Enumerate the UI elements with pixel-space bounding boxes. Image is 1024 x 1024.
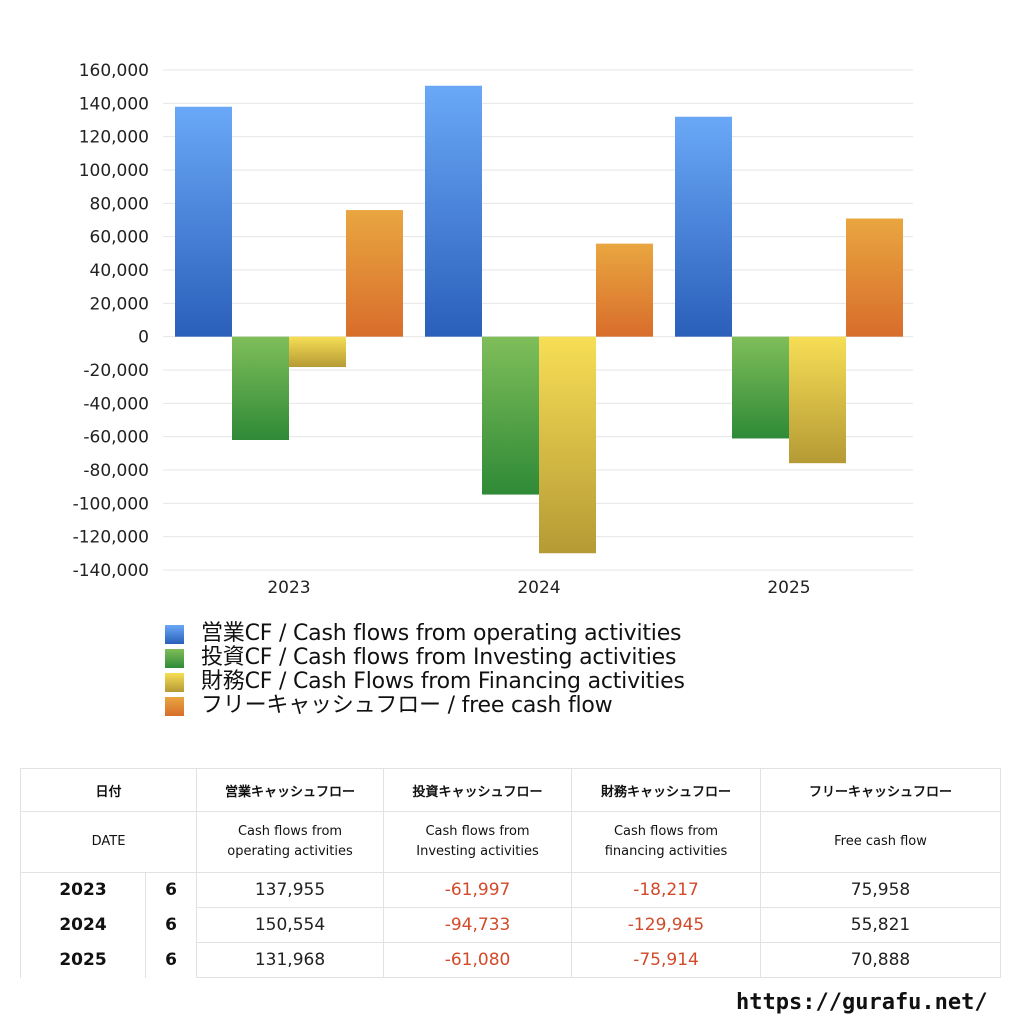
y-tick-label: 20,000 [90, 294, 149, 314]
row-month: 6 [144, 942, 198, 978]
chart-legend: 営業CF / Cash flows from operating activit… [165, 622, 685, 718]
row-month: 6 [144, 872, 198, 908]
bar-operating-2025 [675, 116, 732, 337]
bar-financing-2025 [789, 336, 846, 464]
subheader-operating-line1: Cash flows from [237, 824, 343, 839]
y-tick-label: 140,000 [79, 94, 149, 114]
y-tick-label: -80,000 [83, 461, 149, 481]
row-investing: -61,997 [383, 872, 573, 908]
bar-free-2025 [846, 218, 903, 337]
table-row: 2023 6 137,955 -61,997 -18,217 75,958 [20, 872, 1002, 908]
cash-flow-table: 日付 営業キャッシュフロー 投資キャッシュフロー 財務キャッシュフロー フリーキ… [19, 768, 1002, 978]
legend-item-free: フリーキャッシュフロー / free cash flow [165, 694, 685, 718]
legend-swatch-investing [165, 648, 184, 668]
bar-operating-2024 [425, 85, 482, 337]
y-tick-label: -20,000 [83, 361, 149, 381]
y-tick-label: -140,000 [73, 561, 149, 581]
y-tick-label: 160,000 [79, 61, 149, 81]
subheader-financing: Cash flows from financing activities [571, 811, 762, 873]
row-financing: -129,945 [571, 907, 762, 943]
row-operating: 131,968 [196, 942, 385, 978]
row-financing: -75,914 [571, 942, 762, 978]
y-tick-label: -60,000 [83, 428, 149, 448]
y-tick-label: -100,000 [73, 494, 149, 514]
row-free: 55,821 [760, 907, 1002, 943]
bar-financing-2023 [289, 336, 346, 368]
header-investing: 投資キャッシュフロー [383, 768, 573, 812]
row-operating: 137,955 [196, 872, 385, 908]
row-operating: 150,554 [196, 907, 385, 943]
bar-free-2023 [346, 210, 403, 337]
table-row: 2025 6 131,968 -61,080 -75,914 70,888 [20, 942, 1002, 978]
subheader-investing-line1: Cash flows from [425, 824, 530, 839]
y-tick-label: -120,000 [73, 528, 149, 548]
y-tick-label: 80,000 [90, 194, 149, 214]
subheader-financing-line1: Cash flows from [613, 824, 719, 839]
row-investing: -94,733 [383, 907, 573, 943]
bar-financing-2024 [539, 336, 596, 554]
site-url: https://gurafu.net/ [736, 990, 988, 1015]
row-month: 6 [144, 907, 198, 943]
row-investing: -61,080 [383, 942, 573, 978]
x-tick-label: 2023 [267, 578, 310, 598]
x-tick-label: 2024 [517, 578, 560, 598]
y-tick-label: -40,000 [83, 394, 149, 414]
legend-item-investing: 投資CF / Cash flows from Investing activit… [165, 646, 685, 670]
row-free: 70,888 [760, 942, 1002, 978]
header-financing: 財務キャッシュフロー [571, 768, 762, 812]
y-tick-label: 0 [138, 328, 149, 348]
subheader-investing: Cash flows from Investing activities [383, 811, 573, 873]
bar-operating-2023 [175, 106, 232, 337]
table-subheader-row: DATE Cash flows from operating activitie… [19, 811, 1002, 873]
legend-swatch-free [165, 696, 184, 716]
legend-label-operating: 営業CF / Cash flows from operating activit… [201, 621, 682, 646]
legend-swatch-financing [165, 672, 184, 692]
header-free: フリーキャッシュフロー [760, 768, 1002, 812]
row-financing: -18,217 [571, 872, 762, 908]
y-tick-label: 100,000 [79, 161, 149, 181]
y-tick-label: 60,000 [90, 228, 149, 248]
subheader-operating-line2: operating activities [227, 844, 353, 859]
subheader-date: DATE [19, 811, 198, 873]
legend-label-financing: 財務CF / Cash Flows from Financing activit… [201, 669, 685, 694]
cash-flow-bar-chart: 160,000 140,000 120,000 100,000 80,000 60,000… [73, 61, 913, 598]
bar-investing-2024 [482, 336, 539, 495]
legend-label-investing: 投資CF / Cash flows from Investing activit… [201, 645, 677, 670]
header-date: 日付 [19, 768, 198, 812]
table-header-row: 日付 営業キャッシュフロー 投資キャッシュフロー 財務キャッシュフロー フリーキ… [19, 768, 1002, 812]
subheader-operating: Cash flows from operating activities [196, 811, 385, 873]
x-tick-label: 2025 [767, 578, 810, 598]
row-free: 75,958 [760, 872, 1002, 908]
subheader-investing-line2: Investing activities [416, 844, 539, 859]
bar-investing-2023 [232, 336, 289, 440]
row-year: 2024 [20, 907, 146, 943]
bar-free-2024 [596, 243, 653, 337]
row-year: 2025 [20, 942, 146, 978]
legend-label-free: フリーキャッシュフロー / free cash flow [201, 693, 613, 718]
y-tick-label: 40,000 [90, 261, 149, 281]
legend-item-financing: 財務CF / Cash Flows from Financing activit… [165, 670, 685, 694]
header-operating: 営業キャッシュフロー [196, 768, 385, 812]
legend-swatch-operating [165, 624, 184, 644]
subheader-free: Free cash flow [760, 811, 1002, 873]
legend-item-operating: 営業CF / Cash flows from operating activit… [165, 622, 685, 646]
row-year: 2023 [20, 872, 146, 908]
y-tick-label: 120,000 [79, 128, 149, 148]
table-row: 2024 6 150,554 -94,733 -129,945 55,821 [20, 907, 1002, 943]
bar-investing-2025 [732, 336, 789, 439]
subheader-financing-line2: financing activities [604, 844, 728, 859]
